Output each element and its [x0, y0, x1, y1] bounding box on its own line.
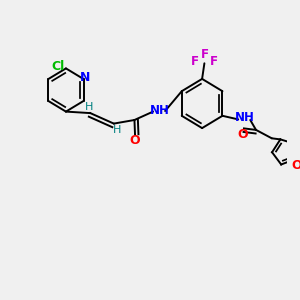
Text: O: O [291, 159, 300, 172]
Text: NH: NH [235, 111, 254, 124]
Text: H: H [113, 125, 122, 135]
Text: NH: NH [149, 103, 169, 117]
Text: H: H [85, 101, 93, 112]
Text: N: N [80, 71, 90, 84]
Text: F: F [191, 55, 199, 68]
Text: F: F [210, 55, 218, 68]
Text: Cl: Cl [51, 60, 64, 74]
Text: O: O [237, 128, 248, 141]
Text: F: F [200, 48, 208, 62]
Text: O: O [130, 134, 140, 147]
